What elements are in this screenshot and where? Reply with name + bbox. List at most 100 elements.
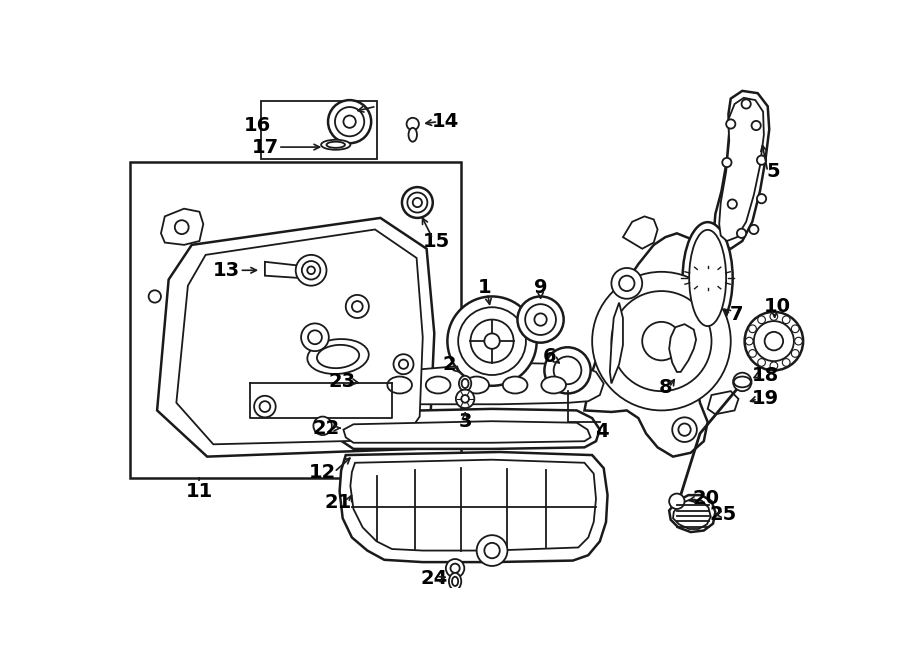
Polygon shape — [584, 233, 723, 457]
Ellipse shape — [464, 377, 489, 393]
Circle shape — [477, 535, 508, 566]
Text: 3: 3 — [458, 412, 472, 432]
Circle shape — [451, 564, 460, 573]
Bar — [261, 101, 376, 159]
Circle shape — [402, 187, 433, 218]
Polygon shape — [176, 229, 423, 444]
Ellipse shape — [307, 339, 369, 374]
Text: 2: 2 — [443, 355, 456, 373]
Text: 20: 20 — [693, 489, 720, 508]
Text: 23: 23 — [328, 372, 356, 391]
Polygon shape — [719, 98, 764, 241]
Ellipse shape — [317, 345, 359, 368]
Ellipse shape — [426, 377, 451, 393]
Text: 13: 13 — [212, 261, 240, 280]
Circle shape — [313, 416, 332, 435]
Polygon shape — [350, 459, 596, 551]
Text: 8: 8 — [659, 378, 672, 397]
Circle shape — [535, 313, 546, 326]
Circle shape — [458, 307, 526, 375]
Ellipse shape — [327, 141, 345, 148]
Circle shape — [749, 325, 756, 332]
Circle shape — [296, 255, 327, 286]
Circle shape — [723, 158, 732, 167]
Text: 5: 5 — [766, 162, 780, 181]
Circle shape — [446, 559, 464, 578]
Circle shape — [447, 297, 536, 386]
Text: 12: 12 — [309, 463, 337, 481]
Circle shape — [328, 100, 371, 143]
Text: 24: 24 — [420, 568, 448, 588]
Polygon shape — [265, 262, 309, 278]
Text: 9: 9 — [534, 278, 547, 297]
Circle shape — [726, 120, 735, 129]
Circle shape — [758, 316, 765, 324]
Circle shape — [554, 356, 581, 384]
Text: 25: 25 — [709, 505, 737, 524]
Circle shape — [737, 229, 746, 238]
Circle shape — [407, 118, 418, 130]
Polygon shape — [344, 421, 590, 443]
Text: 19: 19 — [752, 389, 779, 408]
Circle shape — [611, 291, 712, 391]
Circle shape — [456, 389, 474, 408]
Polygon shape — [669, 495, 716, 532]
Circle shape — [791, 325, 799, 332]
Polygon shape — [610, 303, 623, 383]
Polygon shape — [161, 209, 203, 245]
Circle shape — [526, 304, 556, 335]
Circle shape — [752, 121, 760, 130]
Ellipse shape — [541, 377, 566, 393]
Circle shape — [544, 347, 590, 393]
Circle shape — [757, 194, 766, 204]
Circle shape — [254, 396, 275, 417]
Circle shape — [335, 107, 365, 136]
Circle shape — [742, 99, 751, 108]
Circle shape — [754, 321, 794, 361]
Circle shape — [782, 316, 790, 324]
Ellipse shape — [449, 573, 462, 590]
Polygon shape — [338, 409, 599, 449]
Circle shape — [302, 323, 328, 351]
Circle shape — [669, 494, 685, 509]
Circle shape — [749, 225, 759, 234]
Ellipse shape — [503, 377, 527, 393]
Ellipse shape — [462, 379, 469, 388]
Text: 10: 10 — [763, 297, 790, 316]
Circle shape — [679, 424, 690, 436]
Circle shape — [770, 362, 778, 369]
Circle shape — [393, 354, 413, 374]
Ellipse shape — [321, 139, 350, 150]
Circle shape — [745, 337, 753, 345]
Ellipse shape — [682, 222, 733, 334]
Circle shape — [259, 401, 270, 412]
Text: 17: 17 — [251, 137, 278, 157]
Circle shape — [399, 360, 408, 369]
Circle shape — [471, 319, 514, 363]
Circle shape — [592, 272, 731, 410]
Polygon shape — [669, 324, 696, 372]
Polygon shape — [158, 218, 435, 457]
Circle shape — [757, 155, 766, 165]
Circle shape — [308, 330, 322, 344]
Polygon shape — [339, 452, 608, 562]
Ellipse shape — [734, 377, 751, 387]
Polygon shape — [707, 391, 738, 414]
Text: 4: 4 — [595, 422, 608, 442]
Polygon shape — [360, 363, 604, 407]
Circle shape — [728, 200, 737, 209]
Circle shape — [611, 268, 643, 299]
Circle shape — [744, 312, 803, 370]
Circle shape — [765, 332, 783, 350]
Ellipse shape — [689, 230, 726, 326]
Text: 7: 7 — [730, 305, 743, 324]
Text: 6: 6 — [543, 347, 556, 366]
Ellipse shape — [409, 128, 417, 141]
Circle shape — [758, 359, 765, 366]
Ellipse shape — [387, 377, 412, 393]
Circle shape — [770, 313, 778, 321]
Circle shape — [148, 290, 161, 303]
Text: 21: 21 — [324, 493, 352, 512]
Circle shape — [408, 192, 427, 213]
Circle shape — [175, 220, 189, 234]
